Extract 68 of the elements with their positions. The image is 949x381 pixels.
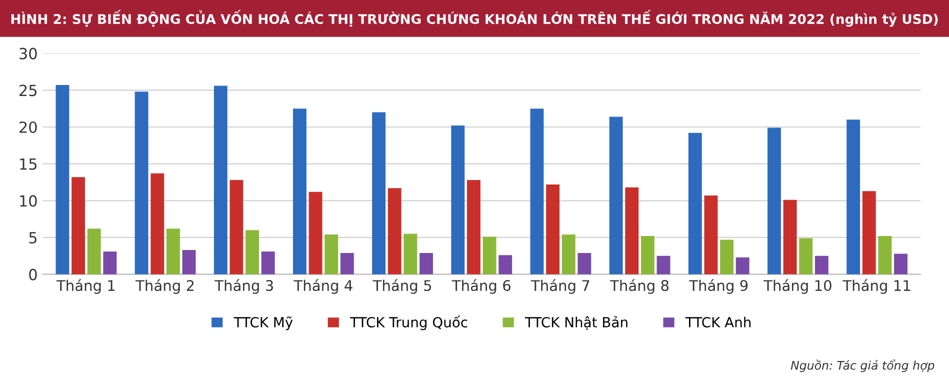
chart-title: HÌNH 2: SỰ BIẾN ĐỘNG CỦA VỐN HOÁ CÁC THỊ TRƯỜNG CHỨNG KHOÁN LỚN TRÊN THẾ GIỚI TRONG NĂM 2022 (nghìn tỷ USD) — [11, 10, 938, 27]
bar — [404, 234, 418, 274]
bar — [293, 108, 306, 274]
x-tick-label: Tháng 9 — [689, 279, 748, 294]
bar — [150, 173, 164, 274]
bar — [768, 128, 781, 274]
bar — [530, 108, 544, 274]
bar — [182, 250, 196, 274]
bar — [894, 254, 908, 274]
legend-label: TTCK Anh — [685, 316, 751, 328]
bar — [388, 188, 402, 274]
y-tick-label: 30 — [20, 48, 37, 60]
bar — [878, 236, 892, 274]
y-tick-label: 25 — [20, 84, 37, 96]
bar — [372, 112, 386, 274]
y-tick-label: 10 — [20, 195, 37, 207]
bar — [214, 86, 228, 274]
text: Nguồn: Tác giả tổng hợp — [790, 359, 934, 372]
y-tick-label: 20 — [20, 121, 37, 134]
x-tick-label: Tháng 11 — [842, 279, 910, 294]
bar — [340, 252, 354, 274]
legend-label: TTCK Nhật Bản — [524, 316, 628, 330]
bar — [862, 191, 876, 274]
bar — [261, 251, 275, 274]
bar — [720, 240, 734, 274]
legend-label: TTCK Mỹ — [234, 316, 293, 330]
bar — [498, 255, 512, 274]
y-tick-label: 5 — [29, 232, 37, 244]
bar — [640, 236, 654, 274]
y-tick-label: 15 — [20, 158, 37, 170]
bar — [482, 236, 496, 274]
bar — [420, 252, 433, 274]
bar — [704, 196, 718, 274]
x-tick-label: Tháng 6 — [452, 279, 510, 294]
bar — [324, 234, 338, 274]
bar — [625, 187, 639, 274]
x-tick-label: Tháng 2 — [135, 279, 194, 294]
x-tick-label: Tháng 8 — [610, 279, 669, 294]
x-tick-label: Tháng 10 — [764, 279, 832, 294]
bar — [103, 251, 117, 274]
bar — [688, 132, 702, 274]
bar — [308, 192, 322, 274]
bar — [799, 238, 813, 274]
bar — [166, 228, 180, 274]
bar — [783, 200, 797, 274]
x-tick-label: Tháng 4 — [294, 279, 352, 294]
bar — [230, 180, 244, 274]
bar — [87, 228, 101, 274]
legend-label: TTCK Trung Quốc — [350, 316, 468, 330]
bar — [56, 85, 70, 274]
x-tick-label: Tháng 5 — [372, 279, 432, 294]
bar — [736, 257, 750, 274]
x-tick-label: Tháng 1 — [56, 279, 115, 294]
bar — [609, 116, 623, 274]
bar — [562, 234, 576, 274]
bar — [134, 92, 148, 274]
bar — [246, 230, 259, 274]
x-tick-label: Tháng 3 — [214, 279, 273, 294]
bar — [846, 120, 860, 274]
y-tick-label: 0 — [29, 268, 37, 280]
bar — [546, 184, 560, 274]
bar — [451, 126, 465, 274]
bar — [814, 256, 828, 274]
bar — [72, 177, 86, 274]
bar — [466, 180, 480, 274]
x-tick-label: Tháng 7 — [530, 279, 590, 294]
bar — [578, 252, 592, 274]
bar — [656, 256, 670, 274]
